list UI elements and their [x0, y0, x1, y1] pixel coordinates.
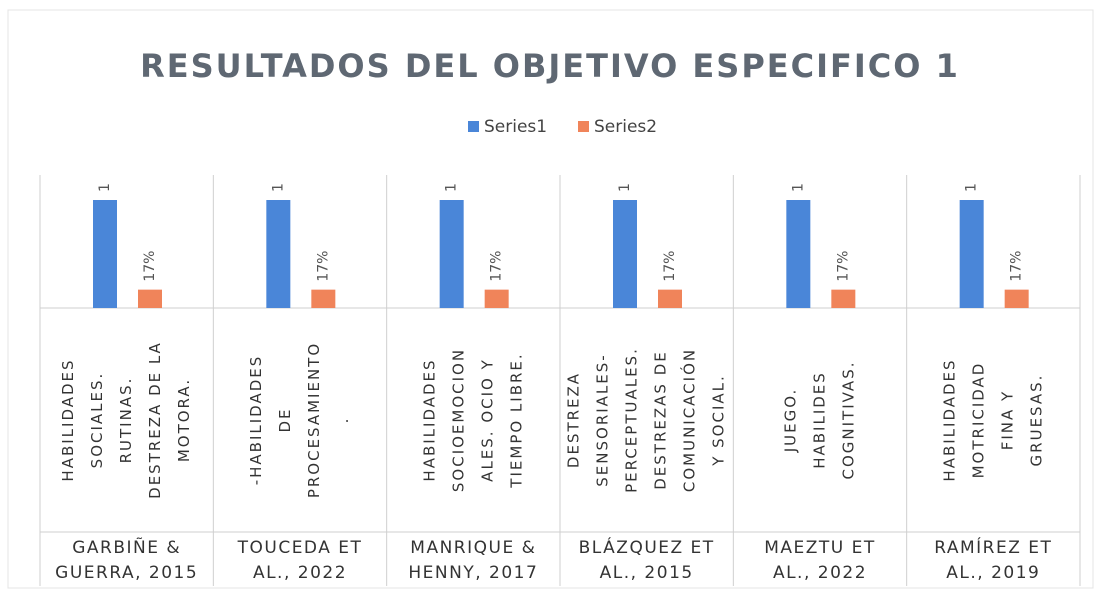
value-label: 17% [1009, 251, 1025, 282]
subcategory-label: HABILIDADES [420, 358, 438, 481]
bar [613, 200, 637, 308]
subcategory-label: HABILIDADES [940, 358, 958, 481]
category-label: AL., 2019 [946, 563, 1040, 583]
bar [439, 200, 464, 308]
chart-title: RESULTADOS DEL OBJETIVO ESPECIFICO 1 [140, 47, 960, 85]
subcategory-label: Y SOCIAL. [710, 374, 728, 467]
subcategory-label: COMUNICACIÓN [680, 348, 699, 492]
subcategory-label: DE [276, 407, 294, 432]
bar [138, 289, 162, 308]
value-label: 17% [142, 251, 158, 282]
legend-swatch [578, 121, 589, 132]
value-label: 1 [790, 183, 806, 192]
subcategory-label: DESTREZA DE LA [146, 341, 164, 499]
subcategory-label: HABILIDES [811, 371, 829, 469]
bar [266, 200, 291, 308]
subcategory-label: TIEMPO LIBRE. [507, 352, 525, 488]
subcategory-label: JUEGO. [782, 388, 800, 453]
value-label: 1 [270, 183, 286, 192]
category-label: AL., 2022 [253, 563, 347, 583]
value-label: 1 [97, 183, 113, 192]
value-label: 17% [489, 251, 505, 282]
bar [959, 200, 984, 308]
subcategory-label: PERCEPTUALES. [623, 347, 641, 493]
category-label: MAEZTU ET [764, 538, 876, 558]
subcategory-label: DESTREZAS DE [652, 350, 670, 489]
category-label: TOUCEDA ET [237, 538, 363, 558]
subcategory-label: FINA Y [998, 390, 1016, 450]
value-label: 1 [617, 183, 633, 192]
category-label: GUERRA, 2015 [55, 563, 198, 583]
category-label: AL., 2015 [600, 563, 694, 583]
legend-swatch [468, 121, 479, 132]
category-label: RAMÍREZ ET [934, 536, 1052, 558]
bar [786, 200, 811, 308]
bar [658, 289, 682, 308]
subcategory-label: MOTRICIDAD [969, 362, 987, 479]
subcategory-label: . [334, 417, 352, 424]
legend-label: Series1 [484, 117, 547, 137]
value-label: 1 [444, 183, 460, 192]
category-label: AL., 2022 [773, 563, 867, 583]
bar [831, 289, 856, 308]
value-label: 17% [662, 251, 678, 282]
subcategory-label: HABILIDADES [59, 358, 77, 481]
subcategory-label: -HABILIDADES [247, 355, 265, 486]
subcategory-label: MOTORA. [175, 378, 193, 462]
subcategory-label: ALES. OCIO Y [478, 358, 496, 482]
subcategory-label: PROCESAMIENTO [305, 342, 323, 498]
subcategory-label: SOCIALES. [88, 372, 106, 469]
value-label: 17% [835, 251, 851, 282]
category-label: MANRIQUE & [410, 538, 536, 558]
subcategory-label: RUTINAS. [117, 377, 135, 464]
subcategory-label: SOCIOEMOCION [449, 348, 467, 492]
category-label: BLÁZQUEZ ET [579, 536, 715, 558]
subcategory-label: DESTREZA [565, 372, 583, 468]
chart-frame [7, 9, 1094, 589]
bar [93, 200, 117, 308]
value-label: 1 [964, 183, 980, 192]
bar [484, 289, 509, 308]
category-label: GARBIÑE & [72, 536, 181, 558]
subcategory-label: GRUESAS. [1027, 374, 1045, 467]
category-label: HENNY, 2017 [408, 563, 538, 583]
subcategory-label: SENSORIALES- [594, 353, 612, 486]
value-label: 17% [315, 251, 331, 282]
bar [1004, 289, 1029, 308]
subcategory-label: COGNITIVAS. [840, 361, 858, 480]
legend-label: Series2 [594, 117, 657, 137]
bar [311, 289, 336, 308]
